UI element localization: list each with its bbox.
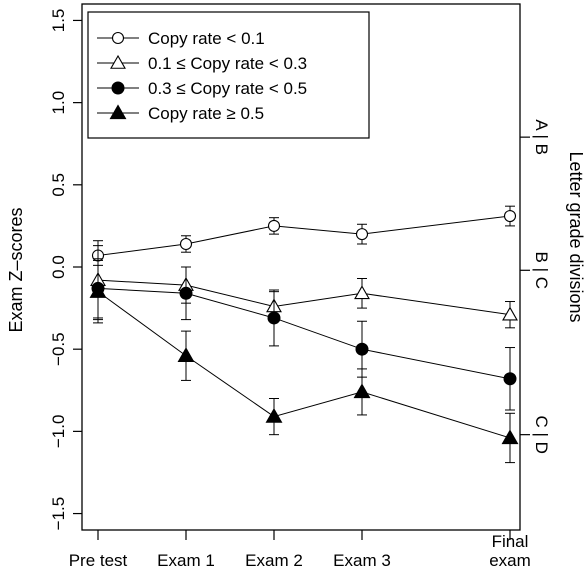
filled-circle-marker xyxy=(355,342,369,356)
legend-box xyxy=(87,11,370,139)
y-tick-label: 0.0 xyxy=(49,255,68,279)
right-axis-title: Letter grade divisions xyxy=(566,151,584,322)
filled-circle-marker xyxy=(267,311,281,325)
y-axis-title: Exam Z–scores xyxy=(6,207,26,332)
legend-label: 0.3 ≤ Copy rate < 0.5 xyxy=(148,79,307,98)
right-tick-label: A | B xyxy=(532,119,551,155)
series-1 xyxy=(91,205,517,266)
filled-triangle-marker xyxy=(89,283,107,298)
filled-circle-marker xyxy=(503,372,517,386)
y-tick-label: −1.0 xyxy=(49,415,68,449)
filled-triangle-marker xyxy=(177,347,195,362)
legend: Copy rate < 0.1 0.1 ≤ Copy rate < 0.3 0.3 … xyxy=(87,11,370,139)
open-triangle-marker xyxy=(502,306,518,321)
y-tick-label: 1.0 xyxy=(49,91,68,115)
filled-triangle-marker xyxy=(265,407,283,423)
filled-triangle-marker xyxy=(353,383,371,399)
right-tick-label: B | C xyxy=(532,252,551,289)
x-tick-label: Pre test xyxy=(69,551,128,570)
series-layer xyxy=(89,205,519,464)
legend-label: Copy rate ≥ 0.5 xyxy=(148,104,264,123)
legend-label: Copy rate < 0.1 xyxy=(148,29,265,48)
open-triangle-marker xyxy=(354,285,370,300)
open-circle-marker xyxy=(267,219,281,232)
x-tick-label: exam xyxy=(489,551,531,570)
series-4 xyxy=(89,259,519,464)
x-tick-label: Exam 3 xyxy=(333,551,391,570)
open-triangle-marker xyxy=(110,54,126,69)
y-tick-label: 1.5 xyxy=(49,9,68,33)
filled-triangle-marker xyxy=(109,104,127,120)
right-tick-label: C | D xyxy=(532,415,551,453)
open-circle-marker xyxy=(179,237,193,251)
x-tick-label: Exam 1 xyxy=(157,551,215,570)
filled-circle-marker xyxy=(111,81,125,95)
filled-triangle-marker xyxy=(501,429,519,445)
filled-circle-marker xyxy=(179,286,193,300)
series-line xyxy=(97,291,511,439)
series-line xyxy=(97,215,511,256)
x-tick-label: Exam 2 xyxy=(245,551,303,570)
series-line xyxy=(97,279,511,316)
open-circle-marker xyxy=(503,209,517,223)
series-3 xyxy=(91,258,517,411)
y-tick-label: −1.5 xyxy=(49,497,68,531)
y-tick-label: −0.5 xyxy=(49,332,68,366)
y-axis: 1.5 1.0 0.5 0.0 −0.5 −1.0 −1.5 xyxy=(49,9,82,531)
y-tick-label: 0.5 xyxy=(49,173,68,197)
x-tick-label: Final xyxy=(492,532,529,551)
right-axis: A | B B | C C | D xyxy=(520,119,551,454)
legend-label: 0.1 ≤ Copy rate < 0.3 xyxy=(148,54,307,73)
open-circle-marker xyxy=(111,31,125,45)
open-circle-marker xyxy=(355,228,369,241)
series-2 xyxy=(90,240,518,329)
